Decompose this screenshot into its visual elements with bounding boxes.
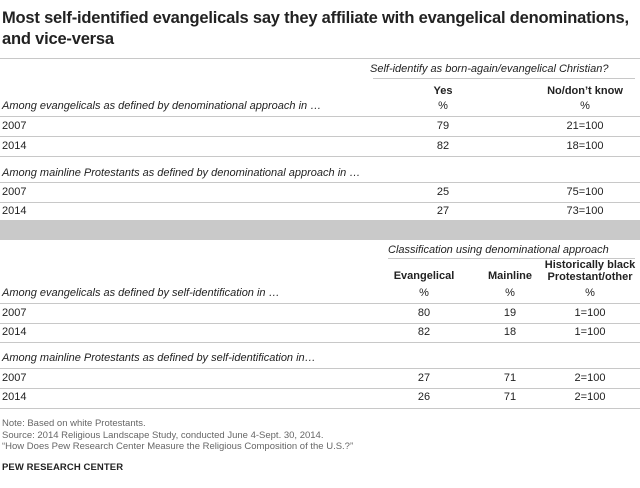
section2-header-rule <box>388 258 635 259</box>
divider <box>0 202 640 203</box>
divider <box>0 408 640 409</box>
cell-value: 27 <box>417 372 431 384</box>
cell-value: 25 <box>436 186 450 198</box>
divider <box>0 323 640 324</box>
divider <box>0 368 640 369</box>
row-year: 2014 <box>2 205 27 217</box>
group-label: Among mainline Protestants as defined by… <box>2 167 361 179</box>
section-separator <box>0 220 640 240</box>
row-year: 2007 <box>2 120 27 132</box>
divider <box>0 388 640 389</box>
cell-value: 18 <box>503 326 517 338</box>
section1-header-rule <box>373 78 635 79</box>
cell-value: 82 <box>436 140 450 152</box>
cell-value: 1=100 <box>574 326 606 338</box>
group-label: Among mainline Protestants as defined by… <box>2 352 316 364</box>
col-black-protestant-unit: % <box>585 287 595 299</box>
row-year: 2007 <box>2 372 27 384</box>
cell-value: 82 <box>417 326 431 338</box>
cell-value: 71 <box>503 372 517 384</box>
group-label: Among evangelicals as defined by self-id… <box>2 287 280 299</box>
cell-value: 80 <box>417 307 431 319</box>
cell-value: 2=100 <box>574 372 606 384</box>
row-year: 2007 <box>2 307 27 319</box>
col-evangelical-label: Evangelical <box>393 270 455 282</box>
section1-header: Self-identify as born-again/evangelical … <box>370 63 609 75</box>
row-year: 2014 <box>2 326 27 338</box>
cell-value: 2=100 <box>574 391 606 403</box>
col-no-label: No/don’t know <box>547 85 623 97</box>
col-evangelical-unit: % <box>419 287 429 299</box>
group-label: Among evangelicals as defined by denomin… <box>2 100 322 112</box>
col-black-protestant-label-2: Protestant/other <box>547 271 633 283</box>
cell-value: 19 <box>503 307 517 319</box>
cell-value: 26 <box>417 391 431 403</box>
col-mainline-unit: % <box>505 287 515 299</box>
divider <box>0 58 640 59</box>
cell-value: 79 <box>436 120 450 132</box>
source-text: Source: 2014 Religious Landscape Study, … <box>2 430 324 441</box>
col-yes-label: Yes <box>433 85 453 97</box>
note-text: Note: Based on white Protestants. <box>2 418 146 429</box>
section2-header: Classification using denominational appr… <box>388 244 609 256</box>
cell-value: 1=100 <box>574 307 606 319</box>
org-name: PEW RESEARCH CENTER <box>2 462 124 473</box>
divider <box>0 182 640 183</box>
cell-value: 75=100 <box>566 186 604 198</box>
divider <box>0 156 640 157</box>
page-title: Most self-identified evangelicals say th… <box>2 9 629 48</box>
col-yes-unit: % <box>438 100 448 112</box>
cell-value: 18=100 <box>566 140 604 152</box>
row-year: 2007 <box>2 186 27 198</box>
divider <box>0 116 640 117</box>
cell-value: 73=100 <box>566 205 604 217</box>
divider <box>0 342 640 343</box>
cell-value: 27 <box>436 205 450 217</box>
cell-value: 21=100 <box>566 120 604 132</box>
divider <box>0 303 640 304</box>
col-no-unit: % <box>580 100 590 112</box>
divider <box>0 136 640 137</box>
row-year: 2014 <box>2 140 27 152</box>
row-year: 2014 <box>2 391 27 403</box>
report-link[interactable]: “How Does Pew Research Center Measure th… <box>2 441 354 452</box>
col-black-protestant-label-1: Historically black <box>544 259 636 271</box>
col-mainline-label: Mainline <box>487 270 532 282</box>
cell-value: 71 <box>503 391 517 403</box>
